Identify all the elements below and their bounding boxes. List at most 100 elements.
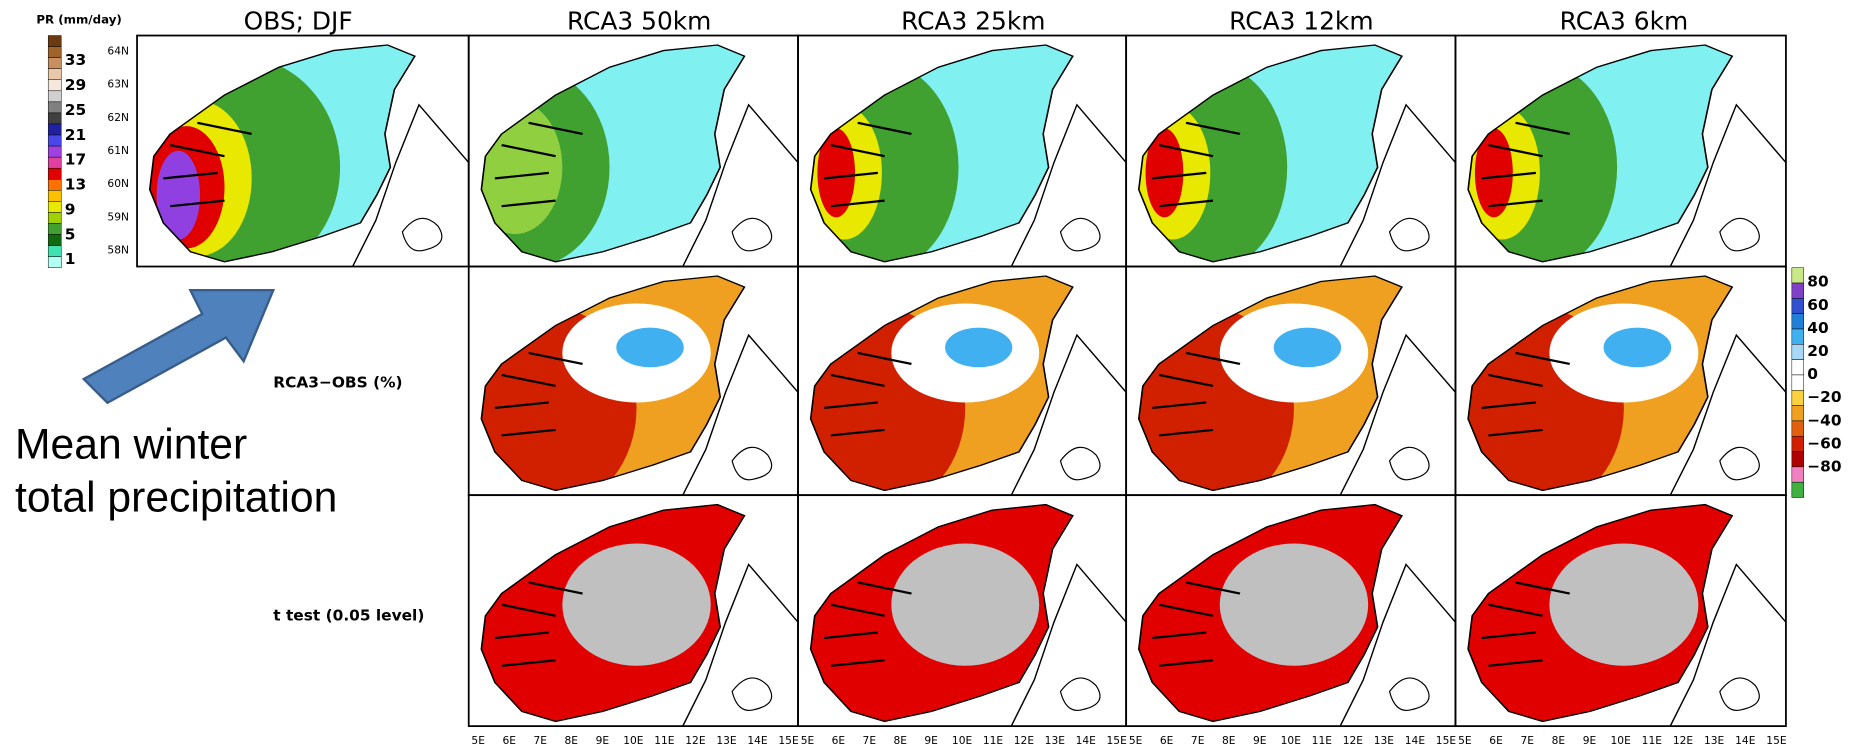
colorbar-swatch	[1791, 420, 1804, 437]
row-label: RCA3−OBS (%)	[273, 373, 402, 391]
fjord	[1152, 171, 1207, 180]
coastline	[682, 103, 799, 267]
field	[810, 61, 959, 262]
colorbar-swatch	[1791, 344, 1804, 360]
fjord	[1185, 581, 1241, 595]
lon-label: 9E	[924, 734, 938, 747]
colorbar-swatch	[47, 190, 62, 202]
island	[1719, 446, 1760, 481]
lon-label: 14E	[1405, 734, 1426, 747]
coastline	[809, 275, 1074, 492]
colorbar-swatch	[1791, 466, 1804, 483]
colorbar-swatch	[1791, 405, 1804, 422]
colorbar-label: 25	[65, 101, 86, 119]
coastline	[480, 275, 746, 492]
colorbar-label: 40	[1807, 319, 1828, 337]
fjord	[1488, 659, 1543, 667]
coastline	[480, 44, 746, 263]
colorbar-swatch	[1791, 328, 1804, 345]
lon-label: 9E	[1253, 734, 1267, 747]
field-region	[817, 128, 856, 218]
land	[1467, 503, 1734, 723]
colorbar-swatch	[47, 167, 62, 180]
coastline	[1467, 44, 1734, 263]
map-panel	[136, 34, 470, 268]
colorbar-swatch	[1791, 435, 1804, 452]
coastline	[1339, 563, 1456, 727]
colorbar-label: −20	[1807, 388, 1841, 406]
lon-label: 5E	[471, 734, 485, 747]
colorbar-swatch	[1791, 282, 1804, 299]
colorbar-swatch	[47, 112, 62, 125]
field-region	[1603, 327, 1672, 368]
coastline	[682, 333, 799, 496]
colorbar-label: −60	[1807, 434, 1841, 452]
lon-label: 12E	[1343, 734, 1364, 747]
colorbar-label: −40	[1807, 411, 1841, 429]
field	[562, 543, 711, 666]
fjord	[857, 351, 912, 366]
fjord	[1488, 143, 1543, 158]
fjord	[528, 121, 583, 136]
fjord	[830, 143, 885, 158]
fjord	[501, 603, 556, 617]
fjord	[501, 373, 556, 388]
colorbar-label: 1	[65, 250, 76, 268]
fjord	[501, 199, 556, 208]
lon-label: 10E	[1611, 734, 1632, 747]
coastline	[1010, 103, 1127, 267]
fjord	[1152, 401, 1207, 410]
map-panel	[1125, 34, 1457, 268]
row-label: t test (0.05 level)	[273, 607, 424, 625]
legend-title: PR (mm/day)	[36, 13, 121, 27]
colorbar-swatch	[47, 35, 62, 47]
lon-label: 9E	[1583, 734, 1597, 747]
land	[1467, 44, 1734, 263]
colorbar-swatch	[47, 234, 62, 246]
lon-label: 11E	[1642, 734, 1663, 747]
panel-title: RCA3 12km	[1229, 7, 1373, 36]
colorbar-label: 13	[65, 176, 86, 194]
colorbar-swatch	[1791, 313, 1804, 330]
map-panel	[1454, 265, 1787, 497]
map-panel	[1125, 265, 1457, 497]
colorbar-swatch	[1791, 374, 1804, 391]
fjord	[830, 659, 885, 667]
fjord	[1481, 631, 1537, 640]
colorbar-swatch	[47, 90, 62, 103]
coastline	[1010, 563, 1127, 727]
fjord	[1158, 428, 1214, 437]
lon-label: 8E	[1552, 734, 1566, 747]
fjord	[830, 199, 885, 208]
lon-label: 10E	[623, 734, 644, 747]
panel-title: RCA3 25km	[901, 7, 1045, 36]
colorbar-swatch	[47, 145, 62, 158]
fjord	[830, 603, 885, 617]
fjord	[830, 428, 885, 437]
lon-label: 11E	[983, 734, 1004, 747]
fjord	[1185, 351, 1241, 366]
map-panel	[797, 265, 1128, 497]
fjord	[1158, 199, 1214, 208]
map-panel	[797, 494, 1128, 728]
field-region	[481, 100, 563, 234]
lon-label: 7E	[1191, 734, 1205, 747]
colorbar-swatch	[47, 68, 62, 80]
coastline	[1467, 503, 1734, 723]
colorbar-swatch	[47, 212, 62, 224]
fjord	[1515, 351, 1571, 366]
lon-label: 15E	[1436, 734, 1457, 747]
fjord	[1185, 121, 1241, 136]
field	[1138, 61, 1288, 262]
colorbar-label: 17	[65, 151, 86, 169]
colorbar-label: 5	[65, 225, 76, 243]
field	[481, 67, 610, 262]
fjord	[501, 428, 556, 437]
arrow	[81, 289, 276, 405]
land	[1137, 44, 1403, 263]
fjord	[163, 171, 218, 180]
lat-label: 59N	[107, 210, 129, 223]
colorbar-label: 29	[65, 76, 86, 94]
land	[480, 503, 746, 723]
